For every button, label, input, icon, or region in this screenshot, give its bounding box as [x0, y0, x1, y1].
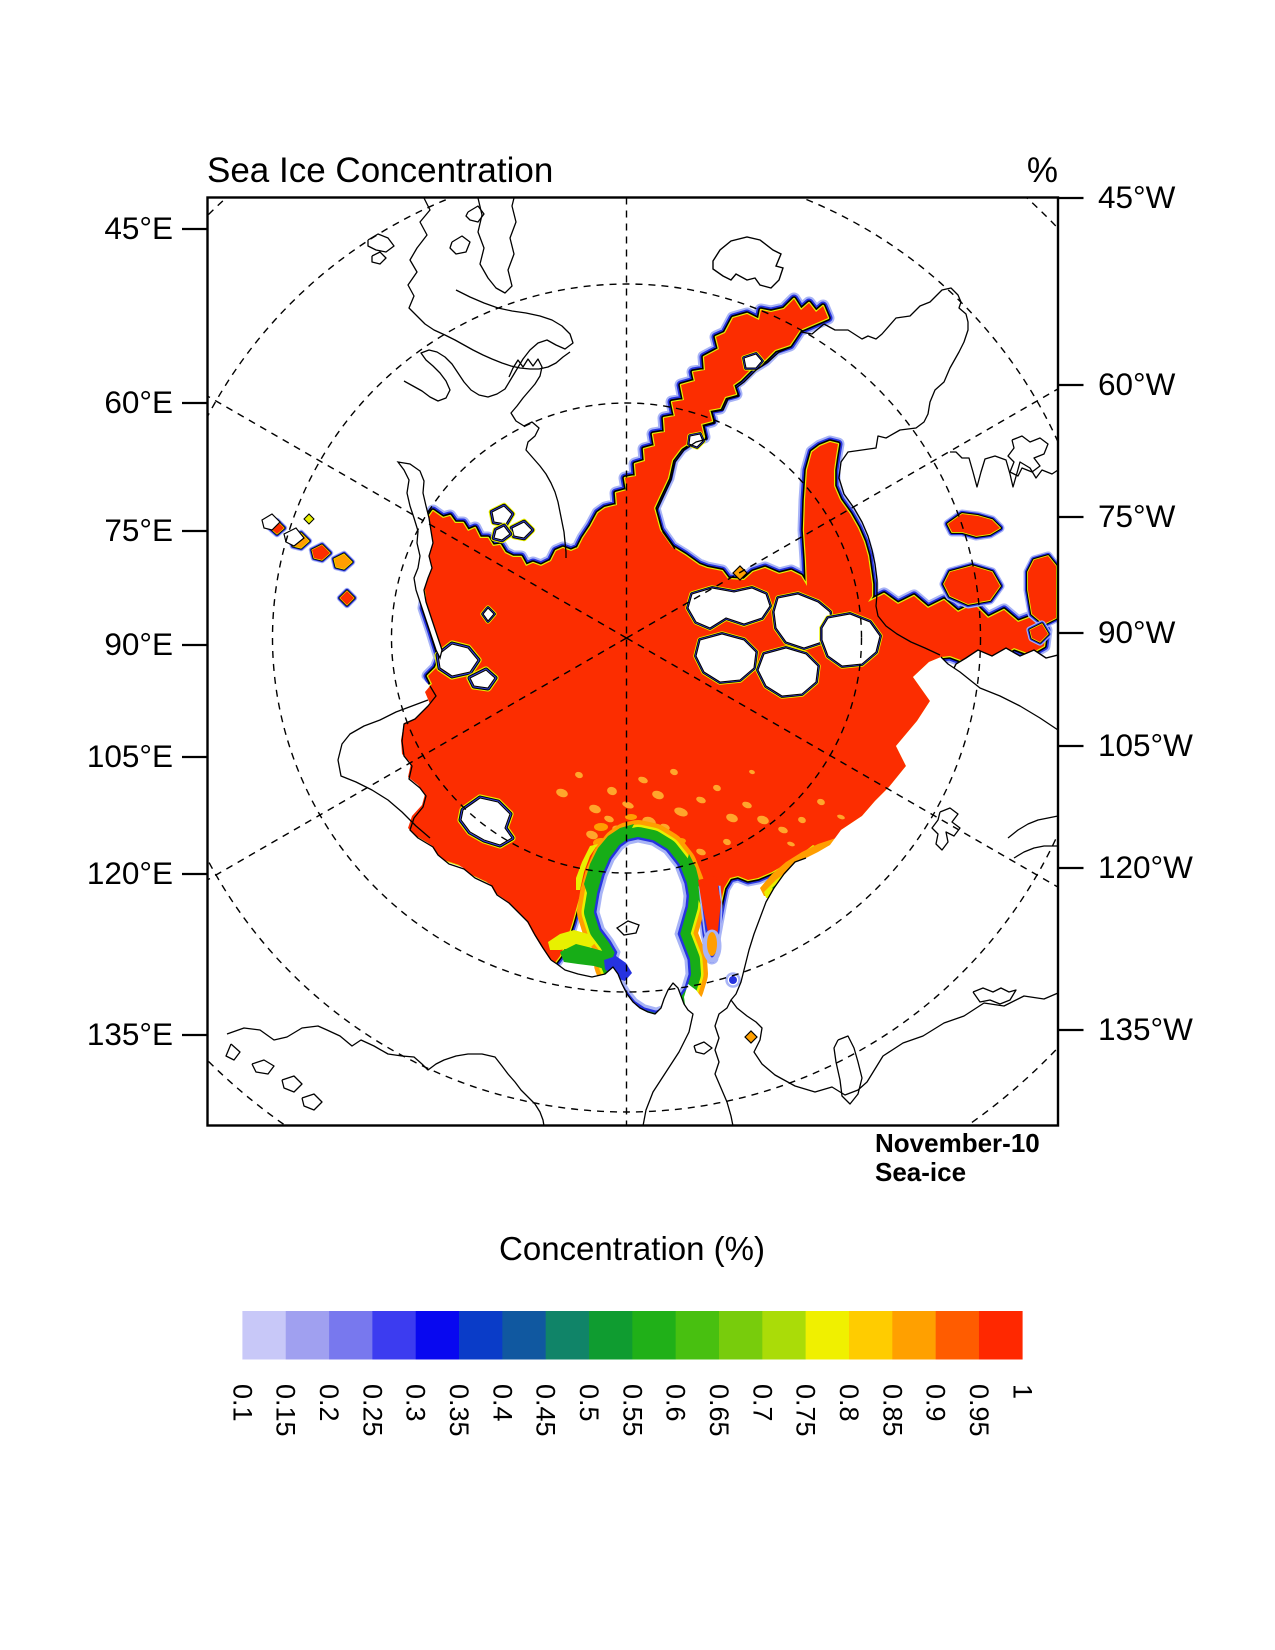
svg-text:0.3: 0.3 [401, 1384, 431, 1422]
svg-text:0.95: 0.95 [964, 1384, 994, 1437]
svg-text:1: 1 [1007, 1384, 1037, 1399]
svg-text:120°W: 120°W [1098, 849, 1193, 885]
svg-text:0.15: 0.15 [271, 1384, 301, 1437]
svg-text:0.85: 0.85 [877, 1384, 907, 1437]
svg-text:45°E: 45°E [104, 210, 173, 246]
svg-text:0.6: 0.6 [661, 1384, 691, 1422]
svg-text:0.9: 0.9 [921, 1384, 951, 1422]
svg-text:Sea Ice Concentration: Sea Ice Concentration [207, 151, 553, 190]
svg-text:0.45: 0.45 [531, 1384, 561, 1437]
svg-text:120°E: 120°E [87, 855, 173, 891]
svg-text:90°W: 90°W [1098, 614, 1176, 650]
svg-text:0.4: 0.4 [487, 1384, 517, 1422]
svg-text:105°W: 105°W [1098, 727, 1193, 763]
svg-text:60°W: 60°W [1098, 366, 1176, 402]
svg-text:0.8: 0.8 [834, 1384, 864, 1422]
svg-text:75°W: 75°W [1098, 498, 1176, 534]
svg-text:0.55: 0.55 [617, 1384, 647, 1437]
svg-text:November-10: November-10 [875, 1128, 1040, 1158]
svg-text:0.7: 0.7 [747, 1384, 777, 1422]
svg-text:135°E: 135°E [87, 1016, 173, 1052]
svg-text:90°E: 90°E [104, 626, 173, 662]
svg-text:45°W: 45°W [1098, 179, 1176, 215]
svg-text:0.75: 0.75 [791, 1384, 821, 1437]
svg-text:60°E: 60°E [104, 384, 173, 420]
svg-text:Sea-ice: Sea-ice [875, 1157, 966, 1187]
svg-text:105°E: 105°E [87, 738, 173, 774]
svg-text:0.5: 0.5 [574, 1384, 604, 1422]
svg-text:0.35: 0.35 [444, 1384, 474, 1437]
svg-text:0.2: 0.2 [314, 1384, 344, 1422]
svg-text:%: % [1027, 151, 1058, 190]
svg-text:0.1: 0.1 [227, 1384, 257, 1422]
svg-text:135°W: 135°W [1098, 1011, 1193, 1047]
svg-text:75°E: 75°E [104, 512, 173, 548]
svg-text:Concentration (%): Concentration (%) [499, 1230, 765, 1267]
svg-text:0.65: 0.65 [704, 1384, 734, 1437]
svg-text:0.25: 0.25 [357, 1384, 387, 1437]
